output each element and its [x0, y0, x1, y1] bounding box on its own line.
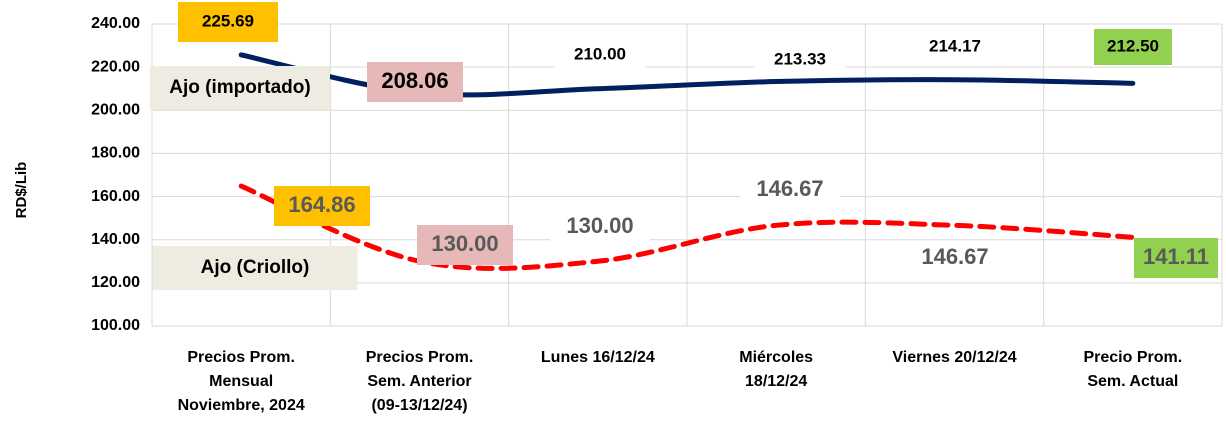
y-tick-label: 240.00	[91, 15, 140, 32]
series-line	[238, 183, 1136, 271]
x-tick-line: Mensual	[209, 373, 273, 390]
data-label: 225.69	[202, 11, 254, 30]
series-name: Ajo (importado)	[169, 77, 310, 98]
data-label-box	[905, 243, 1005, 273]
y-axis-title: RD$/Lib	[13, 162, 30, 219]
series-name: Ajo (Criollo)	[201, 257, 310, 278]
data-label-box	[1134, 238, 1218, 278]
data-label: 214.17	[929, 36, 981, 55]
data-label: 210.00	[574, 44, 626, 63]
series-name-box	[150, 66, 330, 110]
data-label: 146.67	[921, 244, 988, 269]
y-tick-label: 180.00	[91, 145, 140, 162]
data-label-box	[1094, 29, 1172, 65]
x-tick-label: Precio Prom. Sem. Actual	[1083, 349, 1182, 390]
data-label: 208.06	[381, 68, 448, 93]
y-tick-label: 100.00	[91, 317, 140, 334]
y-tick-label: 220.00	[91, 58, 140, 75]
x-tick-line: Sem. Anterior	[367, 373, 471, 390]
x-tick-line: 18/12/24	[745, 373, 807, 390]
x-tick-line: Precios Prom.	[366, 349, 474, 366]
x-tick-label: Precios Prom. Sem. Anterior (09-13/12/24)	[366, 349, 474, 414]
x-tick-line: (09-13/12/24)	[371, 397, 467, 414]
y-tick-label: 120.00	[91, 274, 140, 291]
y-tick-label: 200.00	[91, 102, 140, 119]
data-label: 164.86	[288, 192, 355, 217]
data-label: 141.11	[1143, 244, 1209, 269]
x-tick-line: Viernes 20/12/24	[892, 349, 1016, 366]
data-label-box	[550, 212, 650, 242]
data-label: 130.00	[566, 213, 633, 238]
x-tick-label: Viernes 20/12/24	[892, 349, 1016, 366]
data-label-box	[910, 33, 1000, 61]
x-tick-line: Precio Prom.	[1083, 349, 1182, 366]
x-tick-label: Lunes 16/12/24	[541, 349, 655, 366]
x-tick-line: Noviembre, 2024	[178, 397, 305, 414]
series-name-box	[152, 246, 358, 290]
data-label-box	[417, 225, 513, 265]
data-label-box	[367, 62, 463, 102]
y-tick-label: 160.00	[91, 188, 140, 205]
data-label-box	[274, 186, 370, 226]
x-tick-line: Sem. Actual	[1087, 373, 1178, 390]
data-label-box	[755, 46, 845, 74]
x-tick-label: Miércoles 18/12/24	[739, 349, 813, 390]
x-tick-line: Miércoles	[739, 349, 813, 366]
data-label: 212.50	[1107, 36, 1159, 55]
data-label-box	[178, 2, 278, 42]
x-tick-label: Precios Prom. Mensual Noviembre, 2024	[178, 349, 305, 414]
y-tick-label: 140.00	[91, 231, 140, 248]
data-label: 130.00	[431, 231, 498, 256]
data-label-box	[555, 41, 645, 69]
x-tick-line: Lunes 16/12/24	[541, 349, 655, 366]
data-label: 213.33	[774, 49, 826, 68]
x-tick-line: Precios Prom.	[187, 349, 295, 366]
data-label-box	[740, 175, 840, 205]
data-label: 146.67	[756, 176, 823, 201]
